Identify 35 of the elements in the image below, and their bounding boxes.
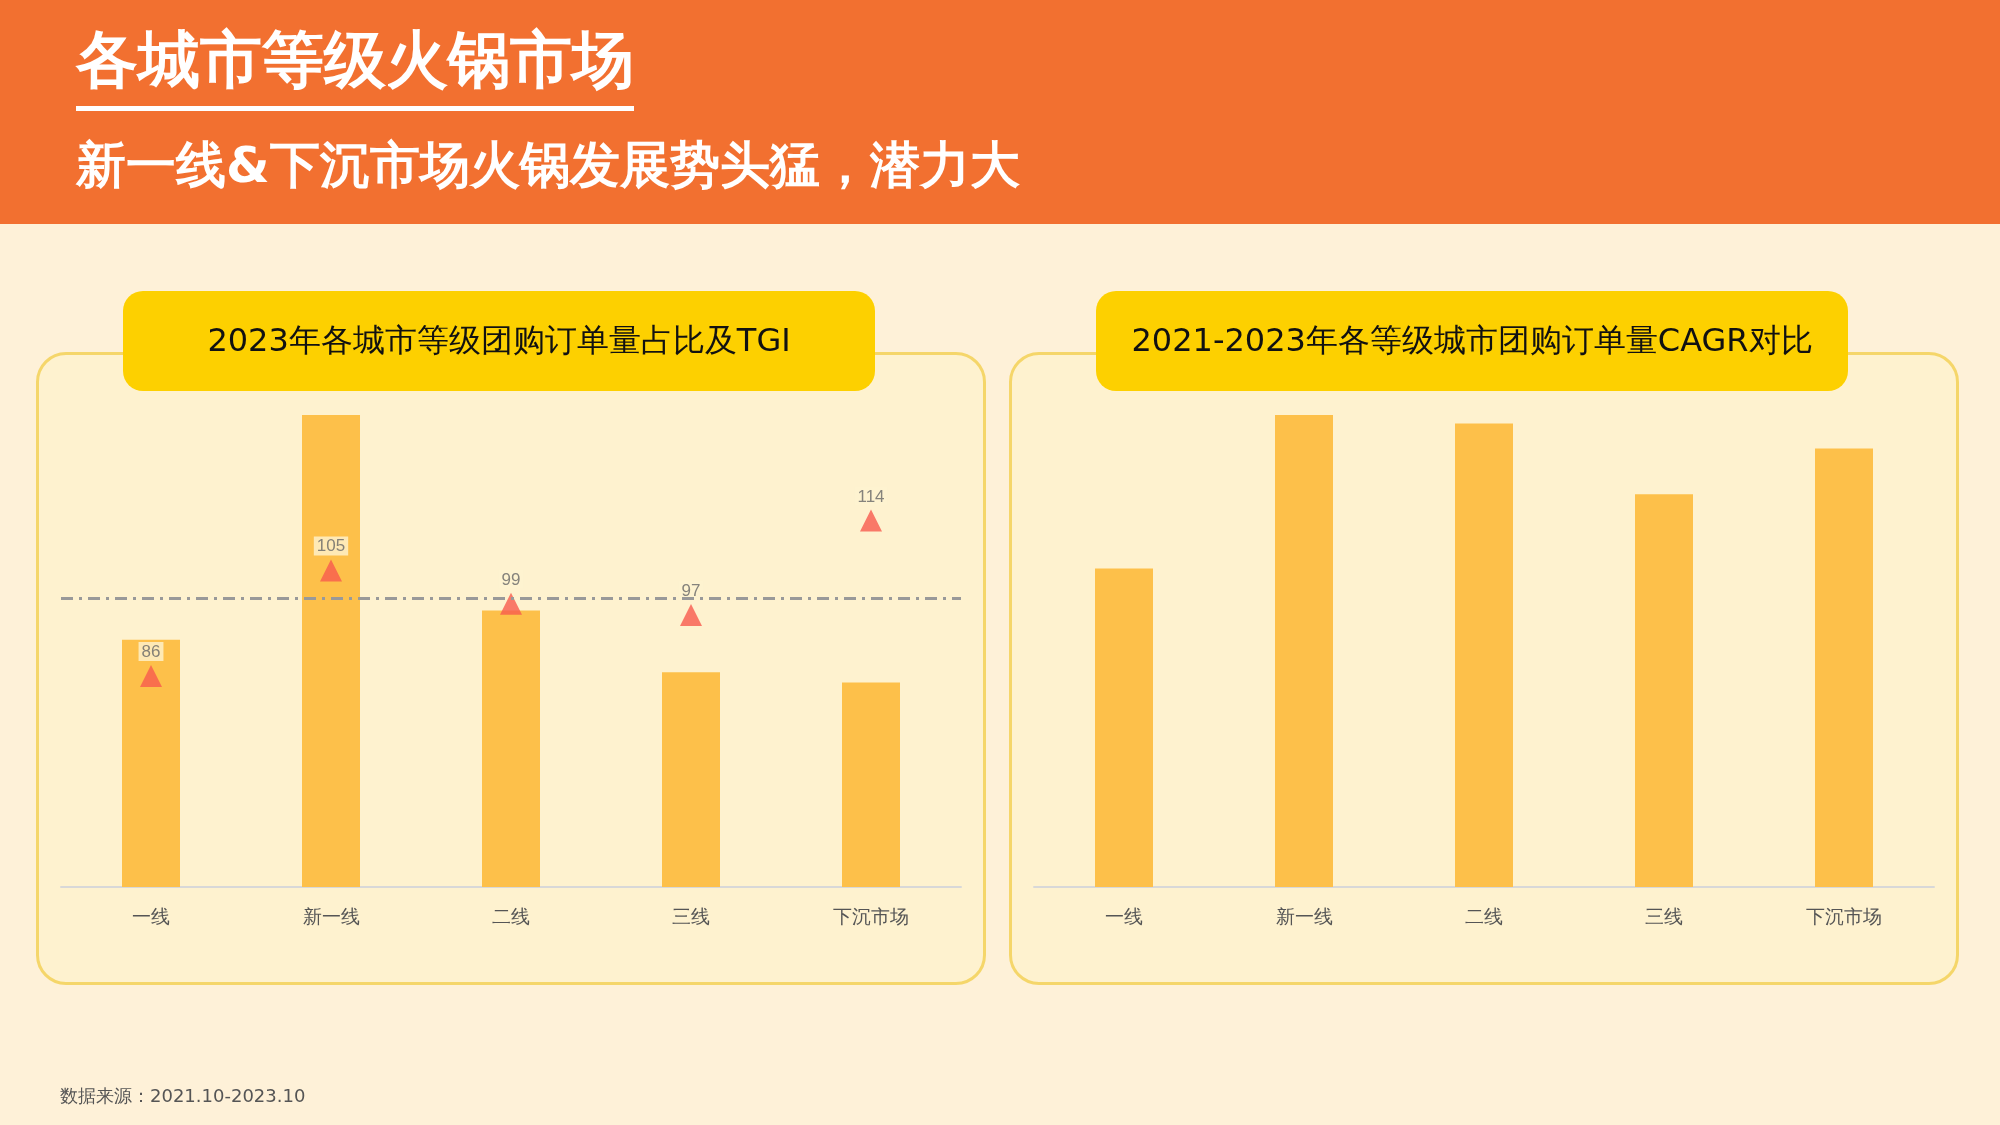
bar xyxy=(1275,415,1333,887)
data-label: 86 xyxy=(141,641,161,661)
data-label: 99 xyxy=(501,569,521,589)
x-tick-label: 三线 xyxy=(1645,906,1683,927)
x-tick-label: 二线 xyxy=(1465,906,1503,927)
data-label: 114 xyxy=(857,486,885,506)
bar xyxy=(842,682,900,887)
point xyxy=(140,664,162,687)
bar xyxy=(662,672,720,887)
x-tick-label: 一线 xyxy=(132,906,170,927)
source-note: 数据来源：2021.10-2023.10 xyxy=(60,1084,306,1108)
chart-title: 2023年各城市等级团购订单量占比及TGI xyxy=(123,291,875,391)
x-tick-label: 下沉市场 xyxy=(1806,906,1882,927)
bar xyxy=(122,639,180,887)
bar xyxy=(482,610,540,887)
bar xyxy=(1635,494,1693,887)
x-tick-label: 一线 xyxy=(1105,906,1143,927)
data-label: 105 xyxy=(316,536,346,556)
text: 各城市等级火锅市场 xyxy=(76,18,634,111)
bar xyxy=(1455,423,1513,887)
bar xyxy=(302,415,360,887)
x-tick-label: 下沉市场 xyxy=(833,906,909,927)
x-tick-label: 新一线 xyxy=(1275,906,1333,927)
bar xyxy=(1815,448,1873,887)
chart-title: 2021-2023年各等级城市团购订单量CAGR对比 xyxy=(1096,291,1848,391)
point xyxy=(860,509,882,532)
x-tick-label: 新一线 xyxy=(302,906,360,927)
x-tick-label: 三线 xyxy=(672,906,710,927)
bar xyxy=(1095,568,1153,887)
x-tick-label: 二线 xyxy=(492,906,530,927)
point xyxy=(320,559,342,582)
point xyxy=(680,603,702,626)
data-label: 97 xyxy=(681,580,701,600)
text: 新一线&下沉市场火锅发展势头猛，潜力大 xyxy=(76,135,1020,196)
point xyxy=(500,592,522,615)
